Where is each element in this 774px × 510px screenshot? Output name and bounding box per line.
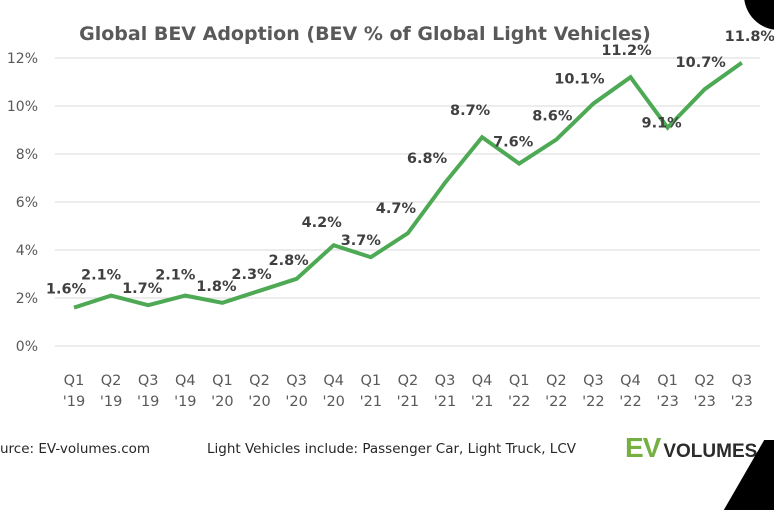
x-tick-label-year: '19 — [137, 394, 159, 410]
data-labels: 1.6%2.1%1.7%2.1%1.8%2.3%2.8%4.2%3.7%4.7%… — [46, 29, 774, 298]
x-tick-label-quarter: Q3 — [583, 373, 604, 389]
x-tick-label-quarter: Q1 — [212, 373, 233, 389]
y-tick-label: 8% — [16, 147, 38, 163]
data-label: 10.1% — [554, 72, 605, 88]
y-axis: 0% 2% 4% 6% 8% 10% 12% — [7, 51, 38, 355]
y-tick-label: 12% — [7, 51, 38, 67]
data-label: 2.1% — [81, 268, 122, 284]
x-tick-label-year: '20 — [322, 394, 344, 410]
x-tick-label-year: '20 — [211, 394, 233, 410]
chart: Global BEV Adoption (BEV % of Global Lig… — [0, 0, 774, 470]
x-tick-label-year: '22 — [582, 394, 604, 410]
x-tick-label-quarter: Q1 — [509, 373, 530, 389]
data-label: 11.8% — [725, 29, 774, 45]
data-label: 2.8% — [268, 253, 309, 269]
x-tick-label-quarter: Q3 — [138, 373, 159, 389]
data-label: 11.2% — [601, 43, 652, 59]
x-tick-label-year: '22 — [508, 394, 530, 410]
x-tick-label-year: '20 — [248, 394, 270, 410]
x-tick-label-quarter: Q1 — [657, 373, 678, 389]
data-label: 8.6% — [532, 109, 573, 125]
x-tick-label-quarter: Q4 — [472, 373, 493, 389]
x-tick-label-quarter: Q4 — [175, 373, 196, 389]
y-tick-label: 10% — [7, 99, 38, 115]
x-tick-label-quarter: Q2 — [398, 373, 419, 389]
x-tick-label-quarter: Q2 — [546, 373, 567, 389]
x-tick-label-year: '23 — [656, 394, 678, 410]
data-label: 7.6% — [493, 135, 534, 151]
data-label: 8.7% — [450, 103, 491, 119]
x-tick-label-quarter: Q3 — [435, 373, 456, 389]
data-label: 9.1% — [641, 116, 682, 132]
x-tick-label-year: '23 — [731, 394, 753, 410]
x-tick-label-year: '19 — [63, 394, 85, 410]
y-tick-label: 4% — [16, 243, 38, 259]
data-label: 4.7% — [376, 201, 417, 217]
data-label: 3.7% — [341, 233, 382, 249]
x-tick-label-year: '19 — [174, 394, 196, 410]
x-tick-label-quarter: Q3 — [286, 373, 307, 389]
x-tick-label-year: '21 — [397, 394, 419, 410]
x-tick-label-quarter: Q1 — [360, 373, 381, 389]
logo-ev-text: EV — [625, 432, 660, 463]
x-tick-label-year: '19 — [100, 394, 122, 410]
data-label: 2.1% — [155, 268, 196, 284]
x-tick-label-year: '21 — [360, 394, 382, 410]
x-tick-label-quarter: Q3 — [731, 373, 752, 389]
data-label: 6.8% — [407, 151, 448, 167]
data-label: 4.2% — [302, 215, 343, 231]
x-tick-label-year: '22 — [545, 394, 567, 410]
y-tick-label: 0% — [16, 339, 38, 355]
x-tick-label-quarter: Q2 — [101, 373, 122, 389]
source-note: urce: EV-volumes.com — [0, 441, 150, 457]
chart-title: Global BEV Adoption (BEV % of Global Lig… — [79, 23, 651, 45]
y-tick-label: 6% — [16, 195, 38, 211]
x-tick-label-year: '21 — [434, 394, 456, 410]
data-label: 2.3% — [231, 267, 272, 283]
light-vehicles-note: Light Vehicles include: Passenger Car, L… — [207, 441, 576, 457]
x-tick-label-quarter: Q4 — [620, 373, 641, 389]
x-tick-label-year: '21 — [471, 394, 493, 410]
x-tick-label-quarter: Q4 — [323, 373, 344, 389]
x-tick-label-quarter: Q1 — [64, 373, 85, 389]
x-tick-label-quarter: Q2 — [249, 373, 270, 389]
data-label: 10.7% — [676, 55, 727, 71]
logo-volumes-text: VOLUMES — [663, 441, 757, 462]
data-label: 1.6% — [46, 282, 87, 298]
x-tick-label-year: '20 — [285, 394, 307, 410]
x-tick-label-quarter: Q2 — [694, 373, 715, 389]
x-tick-label-year: '23 — [693, 394, 715, 410]
x-axis: Q1 '19 Q2 '19 Q3 '19 Q4 '19 Q1 '20 Q2 '20 Q3 '20 Q4 '20… — [63, 373, 753, 410]
x-tick-label-year: '22 — [619, 394, 641, 410]
y-tick-label: 2% — [16, 291, 38, 307]
